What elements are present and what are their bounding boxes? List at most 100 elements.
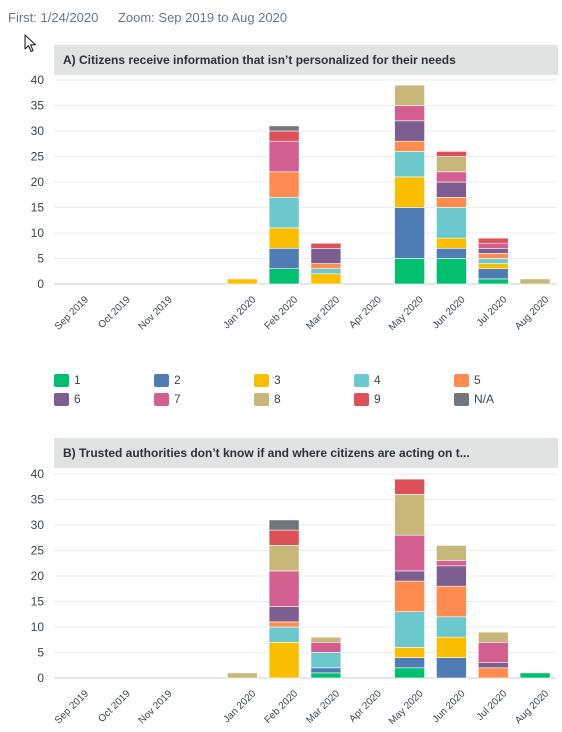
x-tick-label: Jun 2020 <box>431 688 468 725</box>
y-tick-label: 0 <box>37 277 44 291</box>
x-tick-label: Aug 2020 <box>513 688 551 726</box>
bar-segment <box>268 227 300 249</box>
bar-segment <box>394 176 425 208</box>
bar-segment <box>477 268 509 280</box>
y-tick-label: 25 <box>31 150 45 164</box>
bar-segment <box>436 156 467 173</box>
bar-segment <box>394 570 425 582</box>
bar-segment <box>394 667 425 679</box>
bar-segment <box>436 248 467 259</box>
x-tick-label: Apr 2020 <box>347 688 384 725</box>
bar-segment <box>310 642 342 653</box>
chart-a-title: A) Citizens receive information that isn… <box>54 45 558 75</box>
bar-segment <box>268 545 300 572</box>
bar-segment <box>436 560 467 567</box>
bar-segment <box>394 647 425 658</box>
y-tick-label: 20 <box>31 175 45 189</box>
bar-segment <box>477 631 509 643</box>
chart-b-title: B) Trusted authorities don’t know if and… <box>54 438 558 468</box>
bar-segment <box>477 642 509 664</box>
bar-segment <box>436 237 467 249</box>
bar-segment <box>477 662 509 669</box>
x-tick-label: Sep 2019 <box>53 294 91 332</box>
bar-segment <box>268 621 300 628</box>
legend-label: 3 <box>274 373 281 387</box>
chart-a: 0 5 10 15 20 25 30 35 40 Sep 2019 Oct 2019 Nov 2019… <box>31 73 556 333</box>
chart-b: 0 5 10 15 20 25 30 35 40 Sep 2019 Oct 2019 Nov 2019… <box>31 467 556 727</box>
x-tick-label: Oct 2019 <box>96 294 133 331</box>
bar-segment <box>477 242 509 249</box>
bar-segment <box>310 248 342 264</box>
x-tick-label: Oct 2019 <box>96 688 133 725</box>
legend-swatch <box>154 374 169 387</box>
x-tick-label: Nov 2019 <box>137 688 175 726</box>
bar-segment <box>268 140 300 173</box>
bar-segment <box>394 657 425 669</box>
y-tick-label: 30 <box>31 518 45 532</box>
legend-swatch <box>454 374 469 387</box>
x-tick-label: Jun 2020 <box>431 294 468 331</box>
bar-segment <box>310 636 342 643</box>
bar-segment <box>394 534 425 572</box>
legend-swatch <box>354 374 369 387</box>
x-tick-label: Feb 2020 <box>263 688 301 726</box>
bar-segment <box>477 278 509 285</box>
bar-segment <box>436 207 467 239</box>
legend-label: 7 <box>174 392 181 406</box>
bar-segment <box>268 125 300 132</box>
x-tick-label: Mar 2020 <box>304 294 342 332</box>
bar-segment <box>268 171 300 198</box>
legend-label: 5 <box>474 373 481 387</box>
y-tick-label: 25 <box>31 544 45 558</box>
y-tick-label: 10 <box>31 226 45 240</box>
x-tick-label: Jul 2020 <box>475 688 510 723</box>
first-date: First: 1/24/2020 <box>8 10 99 25</box>
bar-segment <box>310 652 342 669</box>
bar-segment <box>394 580 425 612</box>
bar-segment <box>436 565 467 587</box>
x-tick-label: Feb 2020 <box>263 294 301 332</box>
y-tick-label: 35 <box>31 493 45 507</box>
legend-swatch <box>54 374 69 387</box>
bar-segment <box>477 237 509 244</box>
x-tick-label: Jan 2020 <box>221 294 258 331</box>
bar-segment <box>436 151 467 157</box>
legend-label: 2 <box>174 373 181 387</box>
y-tick-label: 15 <box>31 201 45 215</box>
bar-segment <box>519 672 551 679</box>
x-tick-label: May 2020 <box>387 294 426 333</box>
y-tick-label: 0 <box>37 671 44 685</box>
bar-segment <box>477 263 509 270</box>
y-tick-label: 35 <box>31 99 45 113</box>
bar-segment <box>226 278 258 285</box>
bar-segment <box>436 585 467 618</box>
y-tick-label: 5 <box>37 646 44 660</box>
y-tick-label: 40 <box>31 73 45 87</box>
legend-label: 6 <box>74 392 81 406</box>
bar-segment <box>394 140 425 152</box>
bar-segment <box>394 611 425 648</box>
bar-segment <box>394 478 425 495</box>
bar-segment <box>268 642 300 679</box>
bar-segment <box>268 626 300 643</box>
x-tick-label: Jul 2020 <box>475 294 510 329</box>
bar-segment <box>477 253 509 259</box>
bar-segment <box>268 248 300 270</box>
bar-segment <box>310 667 342 674</box>
y-tick-label: 5 <box>37 252 44 266</box>
bar-segment <box>436 616 467 638</box>
zoom-range: Zoom: Sep 2019 to Aug 2020 <box>117 10 288 25</box>
bar-segment <box>310 263 342 270</box>
y-tick-label: 40 <box>31 467 45 481</box>
bar-segment <box>310 268 342 275</box>
legend-swatch <box>354 393 369 406</box>
legend-swatch <box>454 393 469 406</box>
y-tick-label: 20 <box>31 569 45 583</box>
legend: 1 2 3 4 5 6 7 8 9 N/A <box>54 373 554 413</box>
y-tick-label: 10 <box>31 620 45 634</box>
legend-swatch <box>254 374 269 387</box>
bar-segment <box>268 529 300 546</box>
bar-segment <box>477 667 509 679</box>
legend-label: 9 <box>374 392 381 406</box>
bar-segment <box>436 545 467 562</box>
